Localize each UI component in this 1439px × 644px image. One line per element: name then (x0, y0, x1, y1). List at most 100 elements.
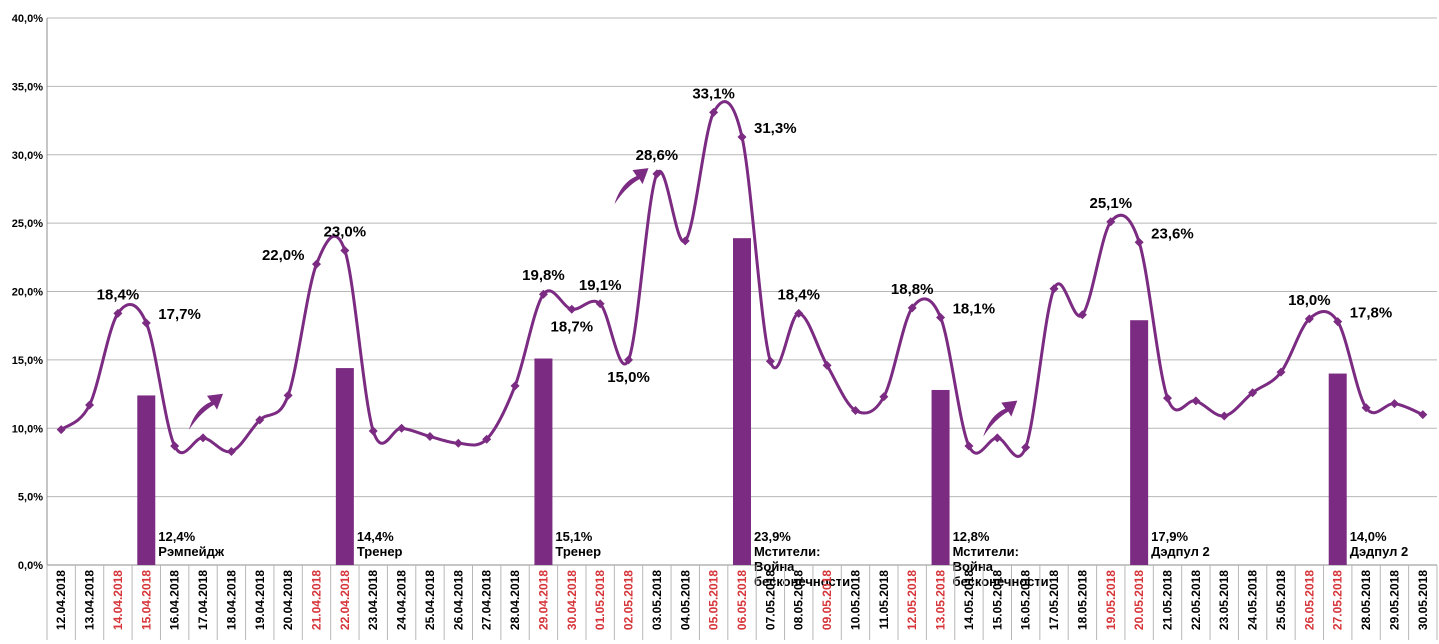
line-point (936, 312, 946, 322)
bar (931, 389, 950, 565)
bar-label: Дэдпул 2 (1151, 544, 1210, 559)
line-data-label: 18,4% (777, 286, 820, 303)
line-data-label: 23,0% (324, 223, 367, 240)
line-point (1248, 388, 1258, 398)
line-point (1021, 442, 1031, 452)
line-point (822, 360, 832, 370)
x-tick-label: 11.05.2018 (877, 570, 891, 630)
x-tick-label: 12.04.2018 (54, 570, 68, 630)
trend-arrow-icon (189, 393, 224, 430)
line-data-label: 28,6% (636, 147, 679, 164)
line-point (141, 318, 151, 328)
x-tick-label: 20.05.2018 (1132, 570, 1146, 630)
line-point (85, 400, 95, 410)
bar-label: 14,0% (1350, 529, 1387, 544)
bar-label: 23,9% (754, 529, 791, 544)
x-tick-label: 26.04.2018 (451, 570, 465, 630)
x-tick-label: 05.05.2018 (707, 570, 721, 630)
y-tick-label: 20,0% (12, 287, 43, 299)
line-point (283, 390, 293, 400)
x-tick-label: 30.04.2018 (565, 570, 579, 630)
x-tick-label: 03.05.2018 (650, 570, 664, 630)
x-tick-label: 28.05.2018 (1359, 570, 1373, 630)
bar-label: Дэдпул 2 (1350, 544, 1409, 559)
line-point (1304, 314, 1314, 324)
x-tick-label: 17.05.2018 (1047, 570, 1061, 630)
x-tick-label: 14.04.2018 (111, 570, 125, 630)
y-tick-label: 5,0% (18, 492, 43, 504)
trend-arrow-shape (189, 393, 224, 430)
line-point (737, 132, 747, 142)
x-tick-label: 20.04.2018 (281, 570, 295, 630)
line-point (1191, 396, 1201, 406)
bar (1328, 373, 1347, 565)
line-point (397, 423, 407, 433)
line-point (1049, 284, 1059, 294)
y-tick-label: 40,0% (12, 13, 43, 25)
x-tick-label: 04.05.2018 (678, 570, 692, 630)
line-data-label: 17,8% (1350, 305, 1393, 322)
x-tick-label: 02.05.2018 (622, 570, 636, 630)
line-point (311, 259, 321, 269)
x-tick-label: 28.04.2018 (508, 570, 522, 630)
line-series (56, 100, 1428, 458)
x-tick-label: 29.04.2018 (536, 570, 550, 630)
line-data-label: 23,6% (1151, 225, 1194, 242)
x-tick-label: 18.04.2018 (224, 570, 238, 630)
line-point (1219, 411, 1229, 421)
bar-label: Тренер (555, 544, 601, 559)
line-data-label: 33,1% (692, 85, 735, 102)
bar (1130, 320, 1149, 565)
line-point (765, 356, 775, 366)
x-tick-label: 29.05.2018 (1387, 570, 1401, 630)
y-tick-label: 25,0% (12, 218, 43, 230)
bar (335, 368, 354, 565)
line-point (567, 304, 577, 314)
x-tick-label: 23.04.2018 (366, 570, 380, 630)
x-axis: 12.04.2018 13.04.2018 14.04.2018 15.04.2018… (46, 565, 1438, 640)
x-tick-label: 26.05.2018 (1302, 570, 1316, 630)
x-tick-label: 12.05.2018 (905, 570, 919, 630)
x-tick-label: 14.05.2018 (962, 570, 976, 630)
bar-label: Мстители: (754, 544, 820, 559)
bar-label: 12,4% (158, 529, 195, 544)
bar (137, 395, 156, 565)
line-point (1361, 403, 1371, 413)
line-data-label: 31,3% (754, 120, 797, 137)
line-point (340, 245, 350, 255)
x-tick-label: 21.05.2018 (1161, 570, 1175, 630)
line-point (113, 308, 123, 318)
line-point (1163, 393, 1173, 403)
bar (534, 358, 553, 565)
x-tick-label: 10.05.2018 (848, 570, 862, 630)
x-tick-label: 01.05.2018 (593, 570, 607, 630)
line-point (850, 405, 860, 415)
x-tick-label: 22.04.2018 (338, 570, 352, 630)
y-tick-label: 35,0% (12, 81, 43, 93)
line-point (226, 446, 236, 456)
line-point (1077, 310, 1087, 320)
line-point (1418, 410, 1428, 420)
line-data-label: 19,1% (579, 277, 622, 294)
y-tick-label: 10,0% (12, 423, 43, 435)
line-data-label: 17,7% (158, 306, 201, 323)
bar-label: 14,4% (357, 529, 394, 544)
line-point (1134, 237, 1144, 247)
bar-label: 12,8% (953, 529, 990, 544)
line-point (907, 303, 917, 313)
bar-label: бесконечности (754, 574, 850, 589)
line-data-label: 22,0% (262, 247, 305, 264)
line-point (1333, 317, 1343, 327)
line-point (453, 438, 463, 448)
line-point (709, 107, 719, 117)
bar-label: Тренер (357, 544, 403, 559)
line-data-label: 18,0% (1288, 292, 1331, 309)
x-tick-label: 13.04.2018 (83, 570, 97, 630)
bar-label: 15,1% (555, 529, 592, 544)
line-point (538, 289, 548, 299)
x-tick-label: 07.05.2018 (763, 570, 777, 630)
bar-label: 17,9% (1151, 529, 1188, 544)
x-tick-label: 23.05.2018 (1217, 570, 1231, 630)
trend-arrow-icon (983, 400, 1018, 437)
x-tick-label: 27.04.2018 (480, 570, 494, 630)
